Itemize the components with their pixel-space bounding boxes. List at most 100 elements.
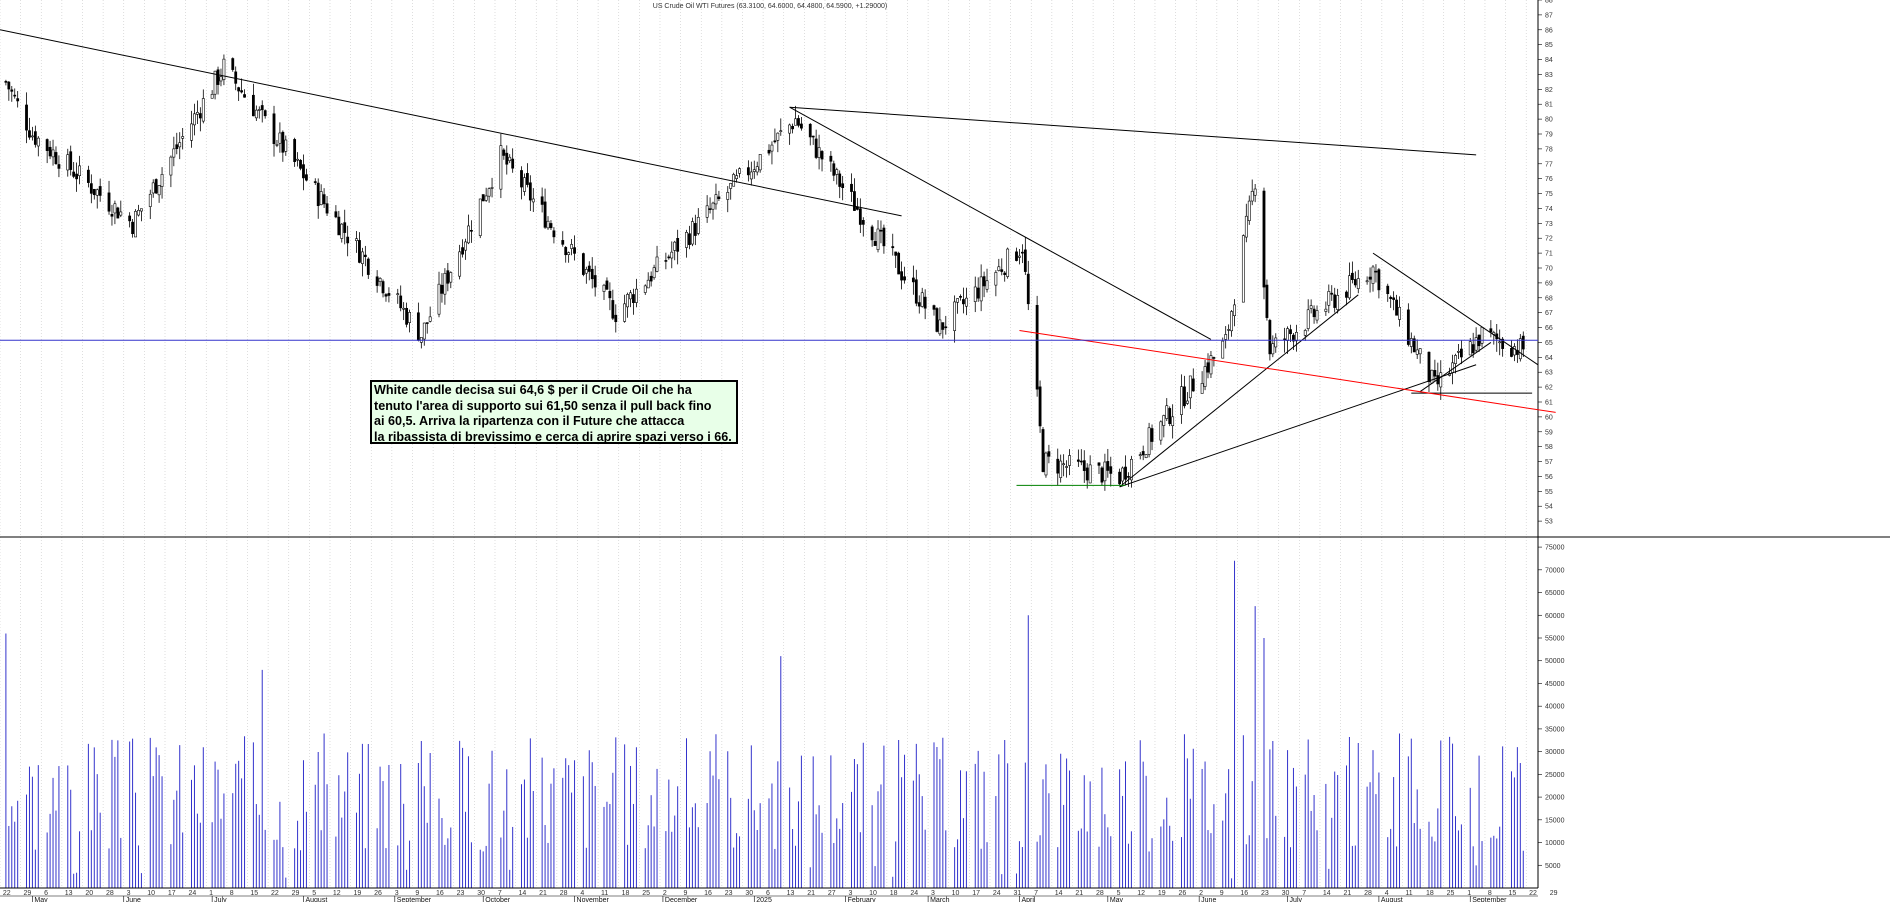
candle-body bbox=[1439, 372, 1443, 388]
day-label: 13 bbox=[787, 890, 795, 897]
price-tick-label: 63 bbox=[1545, 370, 1553, 377]
candle-body bbox=[685, 231, 688, 248]
candle-body bbox=[45, 139, 49, 151]
price-tick-label: 84 bbox=[1545, 57, 1553, 64]
candle-body bbox=[1183, 386, 1186, 407]
volume-tick-label: 45000 bbox=[1545, 681, 1565, 688]
candle-body bbox=[873, 241, 877, 246]
candle-body bbox=[752, 169, 756, 172]
day-label: 28 bbox=[1364, 890, 1372, 897]
candle-body bbox=[979, 276, 983, 302]
volume-tick-label: 50000 bbox=[1545, 658, 1565, 665]
candle-body bbox=[1433, 370, 1437, 377]
candle-body bbox=[1068, 455, 1071, 466]
candle-body bbox=[1224, 334, 1228, 340]
candle-body bbox=[10, 89, 14, 92]
candle-body bbox=[965, 297, 968, 307]
candle-body bbox=[322, 194, 326, 205]
candle-body bbox=[829, 155, 833, 162]
candle-body bbox=[611, 300, 615, 319]
candle-body bbox=[98, 186, 102, 196]
candle-body bbox=[791, 125, 794, 130]
candle-body bbox=[425, 322, 429, 324]
day-label: 8 bbox=[1488, 890, 1492, 897]
candle-body bbox=[1294, 331, 1298, 342]
month-label: September bbox=[1472, 897, 1507, 902]
candle-body bbox=[190, 123, 193, 141]
month-label: September bbox=[397, 897, 432, 902]
candle-body bbox=[86, 169, 90, 183]
candle-body bbox=[337, 216, 341, 236]
candle-body bbox=[1082, 460, 1086, 471]
candle-body bbox=[1206, 362, 1210, 373]
candle-body bbox=[110, 214, 114, 217]
candle-body bbox=[1274, 337, 1278, 348]
candle-body bbox=[1018, 255, 1021, 258]
day-label: 14 bbox=[1055, 890, 1063, 897]
candle-body bbox=[732, 174, 736, 187]
candle-body bbox=[564, 247, 568, 256]
candle-body bbox=[956, 298, 959, 303]
candle-body bbox=[1244, 215, 1248, 238]
candle-body bbox=[443, 273, 447, 295]
candle-body bbox=[1003, 272, 1007, 275]
candle-body bbox=[313, 181, 317, 183]
price-tick-label: 79 bbox=[1545, 132, 1553, 139]
candle-body bbox=[1412, 338, 1416, 353]
chart-frame bbox=[0, 536, 1890, 897]
candle-body bbox=[1459, 348, 1463, 358]
candle-body bbox=[938, 319, 942, 335]
day-label: 29 bbox=[1550, 890, 1558, 897]
candle-body bbox=[408, 312, 411, 323]
candle-body bbox=[1333, 294, 1337, 308]
day-label: 9 bbox=[415, 890, 419, 897]
month-label: May bbox=[1110, 897, 1124, 902]
candle-body bbox=[1521, 335, 1525, 350]
candle-body bbox=[1336, 295, 1340, 310]
price-tick-label: 72 bbox=[1545, 236, 1553, 243]
volume-bars bbox=[5, 560, 1524, 888]
price-tick-label: 69 bbox=[1545, 280, 1553, 287]
candle-body bbox=[976, 287, 980, 299]
candle-body bbox=[870, 226, 874, 241]
candle-body bbox=[175, 144, 179, 149]
candle-body bbox=[1230, 311, 1233, 332]
price-tick-label: 60 bbox=[1545, 414, 1553, 421]
volume-axis: 5000 10000 15000 20000 25000 30000 35000 40000 4… bbox=[1538, 545, 1565, 870]
candle-body bbox=[1471, 344, 1475, 354]
candle-body bbox=[28, 130, 31, 138]
candle-body bbox=[1185, 400, 1189, 404]
candle-body bbox=[879, 229, 883, 232]
candle-body bbox=[1415, 349, 1419, 355]
candle-body bbox=[1309, 305, 1313, 309]
candle-body bbox=[850, 183, 853, 192]
price-tick-label: 64 bbox=[1545, 355, 1553, 362]
trendlines bbox=[0, 29, 1556, 488]
candle-body bbox=[54, 152, 58, 164]
candle-body bbox=[216, 69, 220, 85]
day-label: 17 bbox=[972, 890, 980, 897]
candle-body bbox=[626, 294, 629, 308]
day-label: 2 bbox=[663, 890, 667, 897]
price-axis: 53 54 55 56 57 58 59 60 61 62 63 64 65 66 67 68 69 70 71 72… bbox=[1537, 0, 1553, 888]
candle-body bbox=[1480, 326, 1484, 344]
day-label: 18 bbox=[622, 890, 630, 897]
price-tick-label: 71 bbox=[1545, 251, 1553, 258]
candle-body bbox=[157, 185, 161, 196]
candle-body bbox=[437, 283, 441, 315]
candle-body bbox=[470, 229, 473, 232]
month-label: July bbox=[214, 897, 227, 902]
candle-body bbox=[1430, 369, 1434, 384]
day-label: 12 bbox=[1137, 890, 1145, 897]
volume-tick-label: 60000 bbox=[1545, 613, 1565, 620]
candle-body bbox=[882, 227, 886, 247]
candle-body bbox=[48, 146, 52, 157]
candle-body bbox=[1203, 366, 1207, 387]
day-label: 22 bbox=[1529, 890, 1537, 897]
day-label: 10 bbox=[147, 890, 155, 897]
day-label: 21 bbox=[1343, 890, 1351, 897]
candle-body bbox=[525, 173, 529, 185]
candle-body bbox=[1315, 310, 1319, 321]
candle-body bbox=[260, 105, 264, 111]
candle-body bbox=[464, 241, 467, 251]
